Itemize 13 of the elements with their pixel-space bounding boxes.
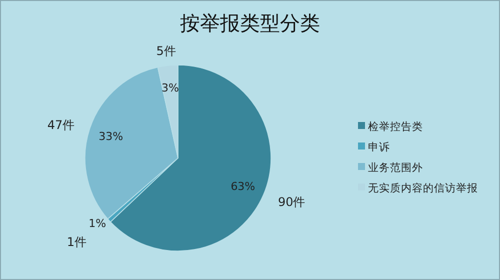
legend-label: 申诉 (368, 140, 390, 154)
text: 3% (162, 82, 179, 95)
text: 33% (98, 130, 124, 143)
data-label: 5件 (156, 44, 176, 58)
text: 1% (88, 217, 106, 230)
legend-label: 检举控告类 (368, 120, 423, 133)
data-label: 1件 (66, 234, 86, 249)
legend-label: 业务范围外 (368, 161, 423, 174)
chart-title: 按举报类型分类 (180, 11, 320, 35)
text: 63% (230, 180, 256, 193)
legend-label: 无实质内容的信访举报 (368, 182, 478, 194)
data-label: 90件 (278, 195, 306, 210)
data-label: 47件 (47, 118, 75, 132)
